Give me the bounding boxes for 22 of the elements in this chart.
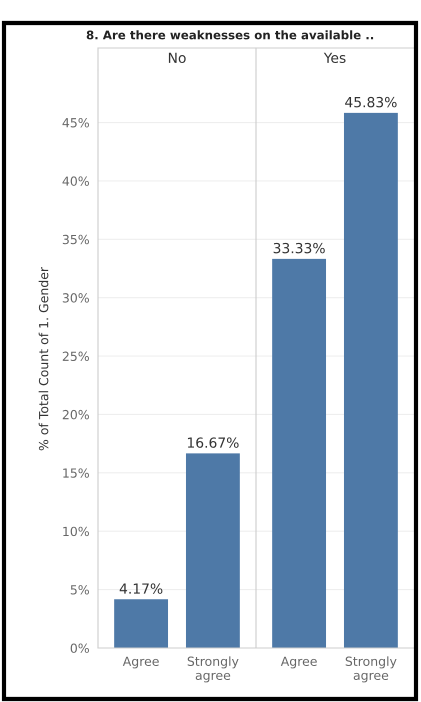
data-label: 33.33%: [274, 242, 325, 254]
y-tick-label: 35%: [62, 234, 89, 244]
x-tick-label: Strongly agree: [346, 656, 397, 682]
y-tick-label: 0%: [70, 643, 89, 653]
y-tick-label: 5%: [70, 585, 89, 595]
data-label: 45.83%: [345, 96, 397, 108]
data-label: 4.17%: [120, 583, 162, 594]
chart-title: 8. Are there weaknesses on the available ..: [86, 30, 374, 40]
chart-subtitle: No: [168, 52, 186, 64]
y-tick-label: 45%: [62, 118, 89, 128]
x-tick-label: Agree: [122, 656, 159, 668]
y-axis-title: % of Total Count of 1. Gender: [38, 266, 48, 450]
y-tick-label: 30%: [62, 293, 89, 303]
y-tick-label: 40%: [62, 176, 89, 186]
y-tick-label: 20%: [62, 410, 89, 420]
data-label: 16.67%: [188, 437, 239, 448]
x-tick-label: Agree: [280, 656, 317, 668]
chart-subtitle: Yes: [324, 52, 346, 64]
y-tick-label: 10%: [63, 526, 89, 536]
x-tick-label: Strongly agree: [188, 656, 239, 682]
y-tick-label: 15%: [63, 468, 89, 478]
y-tick-label: 25%: [62, 352, 89, 362]
